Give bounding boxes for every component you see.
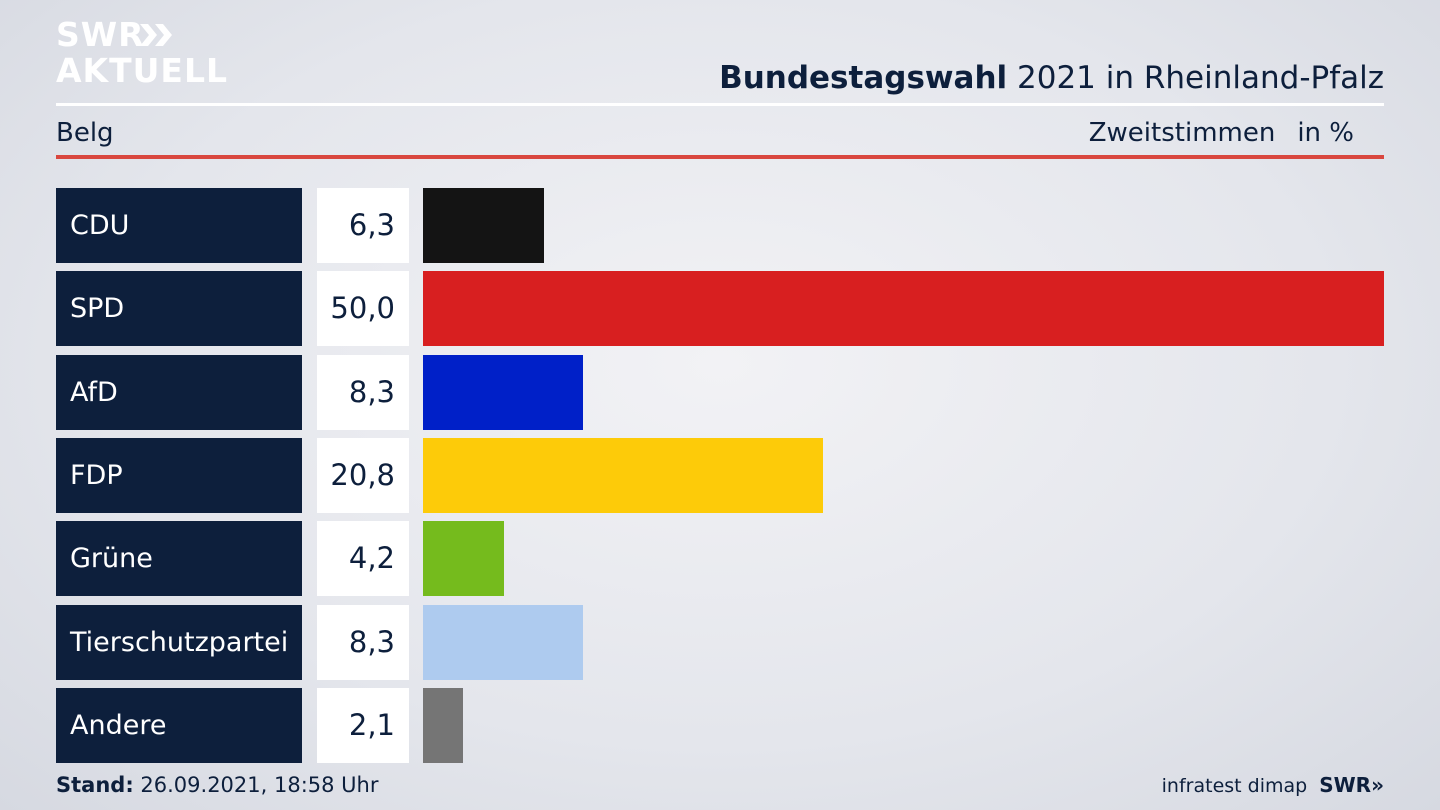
bar-afd xyxy=(423,355,583,430)
swr-aktuell-logo: SWR AKTUELL xyxy=(56,18,236,90)
bar-spd xyxy=(423,271,1384,346)
header-divider xyxy=(56,103,1384,106)
chevron-right-double-icon xyxy=(140,24,172,46)
bar-fdp xyxy=(423,438,823,513)
bar-gr-ne xyxy=(423,521,504,596)
logo-aktuell-text: AKTUELL xyxy=(56,51,229,90)
subheader-divider xyxy=(56,155,1384,159)
value-label-tierschutzpartei: 8,3 xyxy=(317,605,409,680)
value-label-andere: 2,1 xyxy=(317,688,409,763)
measure-unit: in % xyxy=(1297,118,1354,148)
timestamp-value: 26.09.2021, 18:58 Uhr xyxy=(133,773,379,797)
measure-name: Zweitstimmen xyxy=(1088,118,1276,148)
bar-cdu xyxy=(423,188,544,263)
party-label-spd: SPD xyxy=(56,271,302,346)
chart-title-bold: Bundestagswahl xyxy=(719,60,1008,96)
swr-footer-logo: SWR» xyxy=(1319,773,1384,797)
value-label-cdu: 6,3 xyxy=(317,188,409,263)
value-label-afd: 8,3 xyxy=(317,355,409,430)
timestamp-label: Stand: xyxy=(56,773,134,797)
value-label-spd: 50,0 xyxy=(317,271,409,346)
timestamp: Stand: 26.09.2021, 18:58 Uhr xyxy=(56,771,379,799)
bar-tierschutzpartei xyxy=(423,605,583,680)
bar-andere xyxy=(423,688,463,763)
measure-label: Zweitstimmen in % xyxy=(1089,116,1354,150)
source-credit: infratest dimap xyxy=(1161,775,1308,797)
party-label-cdu: CDU xyxy=(56,188,302,263)
party-label-fdp: FDP xyxy=(56,438,302,513)
party-label-tierschutzpartei: Tierschutzpartei xyxy=(56,605,302,680)
party-label-gr-ne: Grüne xyxy=(56,521,302,596)
chart-title: Bundestagswahl 2021 in Rheinland-Pfalz xyxy=(719,58,1384,98)
value-label-fdp: 20,8 xyxy=(317,438,409,513)
party-label-afd: AfD xyxy=(56,355,302,430)
footer-credits: infratest dimap SWR» xyxy=(1162,771,1384,799)
logo-swr-text: SWR xyxy=(56,15,145,54)
chart-title-rest: 2021 in Rheinland-Pfalz xyxy=(1007,60,1384,96)
location-label: Belg xyxy=(56,118,114,148)
party-label-andere: Andere xyxy=(56,688,302,763)
value-label-gr-ne: 4,2 xyxy=(317,521,409,596)
